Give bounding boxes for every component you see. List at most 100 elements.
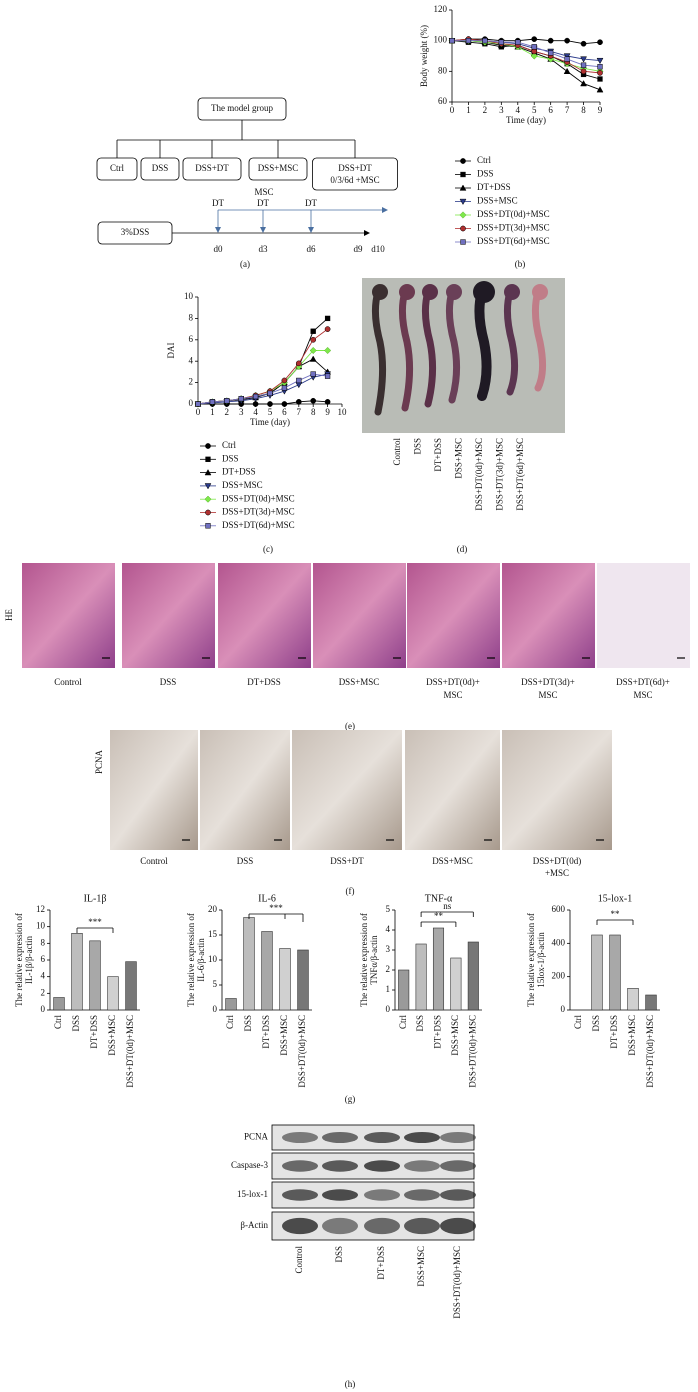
marker (597, 39, 603, 46)
panel-label: (e) (345, 721, 355, 731)
legend-label: DSS+DT(3d)+MSC (222, 507, 295, 517)
marker (204, 495, 212, 503)
x-tick-label: 3 (239, 407, 244, 417)
marker (547, 37, 554, 44)
legend-label: DSS (477, 169, 494, 179)
colon (474, 287, 492, 401)
arrowhead (260, 227, 266, 233)
chart-title: 15-lox-1 (598, 893, 632, 904)
group-label: DSS+MSC (258, 163, 299, 173)
blot-band (404, 1189, 440, 1201)
marker (449, 38, 455, 44)
x-tick-label: DSS+DT(0d)+MSC (297, 1015, 307, 1088)
group-label: DSS (152, 163, 169, 173)
blot-band (404, 1160, 440, 1172)
image-label: +MSC (545, 868, 569, 878)
image-label: DSS+DT(0d) (533, 856, 582, 866)
photo-label: DSS+MSC (454, 438, 464, 479)
marker (324, 399, 331, 405)
significance: ** (611, 909, 621, 919)
x-tick-label: 6 (282, 407, 287, 417)
marker (295, 399, 302, 405)
marker (310, 371, 316, 377)
group-label: DSS+DT (338, 163, 372, 173)
y-tick-label: 0 (41, 1004, 46, 1014)
arrowhead (364, 230, 370, 236)
y-axis-label: Body weight (%) (419, 25, 429, 87)
bar (450, 957, 462, 1011)
legend-label: DT+DSS (222, 467, 256, 477)
ihc-image (200, 730, 290, 850)
day-label: d9 (354, 244, 364, 254)
image-label: Control (54, 677, 82, 687)
bar (279, 948, 291, 1011)
x-tick-label: DSS+MSC (450, 1015, 460, 1056)
panel-label: (h) (345, 1379, 356, 1389)
bar (398, 969, 410, 1011)
day-label: d6 (307, 244, 317, 254)
panel-label: (f) (346, 886, 355, 896)
x-tick-label: DT+DSS (433, 1015, 443, 1049)
x-axis-label: Time (day) (250, 417, 290, 427)
x-tick-label: 4 (516, 105, 521, 115)
legend-label: Ctrl (222, 440, 237, 450)
blot-row-label: β-Actin (240, 1220, 268, 1230)
dt-label: DT (212, 198, 224, 208)
histology-image (502, 563, 595, 668)
group-label: 0/3/6d +MSC (330, 175, 379, 185)
x-tick-label: DSS (415, 1015, 425, 1032)
series-line (452, 40, 601, 72)
msc-label: MSC (254, 187, 273, 197)
colon-head (422, 284, 438, 300)
legend-label: DSS (222, 453, 239, 463)
blot-band (322, 1189, 358, 1201)
y-tick-label: 5 (386, 904, 391, 914)
x-tick-label: 7 (565, 105, 570, 115)
y-tick-label: 6 (41, 954, 46, 964)
x-tick-label: 4 (253, 407, 258, 417)
y-tick-label: 2 (189, 377, 194, 387)
x-tick-label: 2 (483, 105, 488, 115)
image-label: MSC (633, 690, 652, 700)
y-tick-label: 20 (208, 904, 218, 914)
marker (281, 401, 288, 407)
marker (205, 509, 211, 516)
histology-image (218, 563, 311, 668)
y-tick-label: 15 (208, 929, 218, 939)
blot-band (364, 1189, 400, 1201)
marker (310, 397, 317, 404)
marker (580, 56, 587, 63)
marker (295, 382, 303, 389)
dss-label: 3%DSS (121, 227, 150, 237)
colon (445, 288, 461, 404)
marker (281, 385, 288, 391)
bar (71, 933, 83, 1011)
x-tick-label: 0 (196, 407, 201, 417)
colon-head (473, 281, 495, 303)
marker (459, 184, 467, 191)
image-label: Control (140, 856, 168, 866)
bar (89, 940, 101, 1011)
x-tick-label: 0 (450, 105, 455, 115)
y-tick-label: 600 (552, 904, 566, 914)
ihc-image (292, 730, 402, 850)
y-axis-label: The relative expression of (186, 913, 196, 1007)
marker (267, 401, 273, 407)
arrowhead (308, 227, 314, 233)
histology-image (313, 563, 406, 668)
y-tick-label: 3 (386, 944, 391, 954)
marker (596, 86, 604, 93)
y-tick-label: 10 (36, 921, 46, 931)
marker (296, 377, 302, 384)
legend-label: Ctrl (477, 155, 492, 165)
blot-band (282, 1132, 318, 1143)
photo (362, 278, 565, 433)
series-line (452, 40, 601, 68)
group-box (140, 157, 180, 181)
arrowhead (382, 207, 388, 213)
series-line (197, 350, 328, 405)
marker (580, 40, 587, 47)
x-tick-label: 9 (325, 407, 330, 417)
group-box (248, 157, 308, 181)
